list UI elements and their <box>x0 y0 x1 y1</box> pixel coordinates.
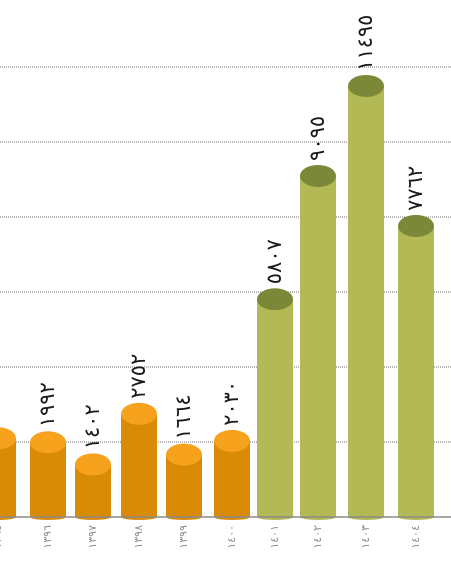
value-label: ٢٧٥٢ <box>126 354 150 399</box>
bar-cap <box>300 164 336 187</box>
value-label: ٥٨٠٧ <box>262 239 286 284</box>
value-label: ١٩٩٢ <box>35 382 59 427</box>
bar-cap <box>398 214 434 237</box>
bar-cap <box>257 288 293 311</box>
bar-body <box>300 175 336 520</box>
bar-body <box>30 442 66 520</box>
bar-body <box>398 225 434 521</box>
value-label: ١٦٦٤ <box>171 394 195 439</box>
x-tick-label: ١٤٠٤ <box>409 525 422 549</box>
bar-7 <box>257 288 293 520</box>
value-label: ٢٠٣٠ <box>219 381 243 426</box>
x-tick-label: ١٤٠١ <box>268 525 281 549</box>
value-label: ١٤٠٢ <box>80 404 104 449</box>
bar-cap <box>214 429 250 452</box>
bar-body <box>0 438 16 520</box>
bar-cap <box>166 443 202 466</box>
x-tick-label: ١٤٠٣ <box>359 525 372 549</box>
bar-9 <box>348 74 384 520</box>
bar-8 <box>300 164 336 520</box>
x-tick-label: ١٣٩٥ <box>0 525 4 549</box>
data-labels: ١٩٩٢ ١٤٠٢ ٢٧٥٢ ١٦٦٤ ٢٠٣٠ ٥٨٠٧ ٩٠٩٥ ١١٤٩٥ ٧٧٦٢ <box>35 15 427 450</box>
bar-6 <box>214 429 250 520</box>
bar-cap <box>348 74 384 97</box>
bar-cap <box>121 402 157 425</box>
bar-cap <box>75 453 111 476</box>
value-label: ٩٠٩٥ <box>305 116 329 161</box>
bar-4 <box>121 402 157 520</box>
bar-cap <box>0 427 16 450</box>
bar-cap <box>30 431 66 454</box>
value-label: ١١٤٩٥ <box>353 15 377 71</box>
bar-body <box>75 464 111 520</box>
x-tick-label: ١٣٩٨ <box>132 525 145 549</box>
x-tick-label: ١٣٩٧ <box>86 525 99 549</box>
value-label: ٧٧٦٢ <box>403 166 427 211</box>
bar-3 <box>75 453 111 520</box>
x-tick-label: ١٣٩٩ <box>177 525 190 549</box>
bar-body <box>257 299 293 520</box>
bar-body <box>121 413 157 520</box>
bar-body <box>348 85 384 520</box>
x-tick-label: ١٣٩٦ <box>41 525 54 549</box>
bar-5 <box>166 443 202 520</box>
bar-body <box>166 454 202 520</box>
x-tick-labels: ١٣٩٥ ١٣٩٦ ١٣٩٧ ١٣٩٨ ١٣٩٩ ١٤٠٠ ١٤٠١ ١٤٠٢ ١٤٠٣ ١٤٠٤ <box>0 525 422 549</box>
bar-2 <box>30 431 66 520</box>
bars <box>0 74 434 521</box>
bar-body <box>214 440 250 520</box>
x-tick-label: ١٤٠٢ <box>311 525 324 549</box>
bar-1 <box>0 427 16 520</box>
bar-10 <box>398 214 434 521</box>
x-tick-label: ١٤٠٠ <box>225 525 238 549</box>
